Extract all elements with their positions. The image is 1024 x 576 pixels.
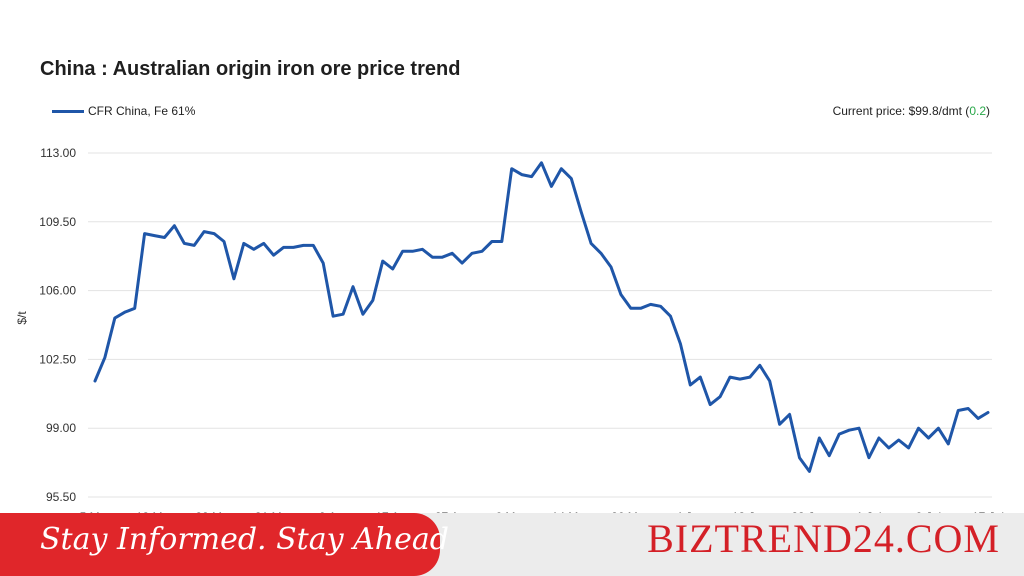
y-tick-label: 113.00 [40,146,76,160]
slogan-banner [0,513,440,576]
x-tick-label: 9 Jul [916,510,941,513]
x-tick-label: 22 Mar [195,510,232,513]
slogan-text: Stay Informed. Stay Ahead [40,522,449,557]
x-tick-label: 13 Mar [136,510,173,513]
chart-title: China : Australian origin iron ore price… [40,58,461,80]
x-tick-label: 17 Jul [972,510,1004,513]
x-tick-label: 31 Mar [255,510,292,513]
x-tick-label: 27 Apr [435,510,470,513]
x-tick-label: 26 May [611,510,650,513]
x-tick-label: 13 Jun [732,510,768,513]
series-line [93,161,990,473]
legend: CFR China, Fe 61% [52,104,195,118]
x-tick-label: 14 May [552,510,591,513]
x-tick-label: 6 May [495,510,528,513]
y-tick-label: 99.00 [46,421,76,435]
current-price: Current price: $99.8/dmt (0.2) [832,104,990,118]
y-tick-label: 109.50 [39,215,76,229]
legend-swatch [52,109,84,113]
y-tick-label: 95.50 [46,490,76,504]
x-tick-label: 1 Jul [856,510,881,513]
x-tick-label: 17 Apr [375,510,410,513]
current-price-label: Current price: $99.8/dmt [832,104,962,118]
y-tick-label: 106.00 [39,284,76,298]
x-tick-label: 4 Jun [676,510,705,513]
price-chart: 113.00 109.50 106.00 102.50 99.00 95.50 $/t 5 M… [15,146,1004,513]
x-tick-label: 9 Apr [319,510,347,513]
brand-logo: BIZTREND24.COM [647,516,1000,561]
y-axis-label: $/t [15,311,29,325]
x-tick-label: 23 Jun [791,510,827,513]
legend-label: CFR China, Fe 61% [88,104,196,118]
y-tick-label: 102.50 [39,352,76,366]
x-tick-label: 5 Mar [80,510,111,513]
current-price-change: 0.2 [969,104,986,118]
